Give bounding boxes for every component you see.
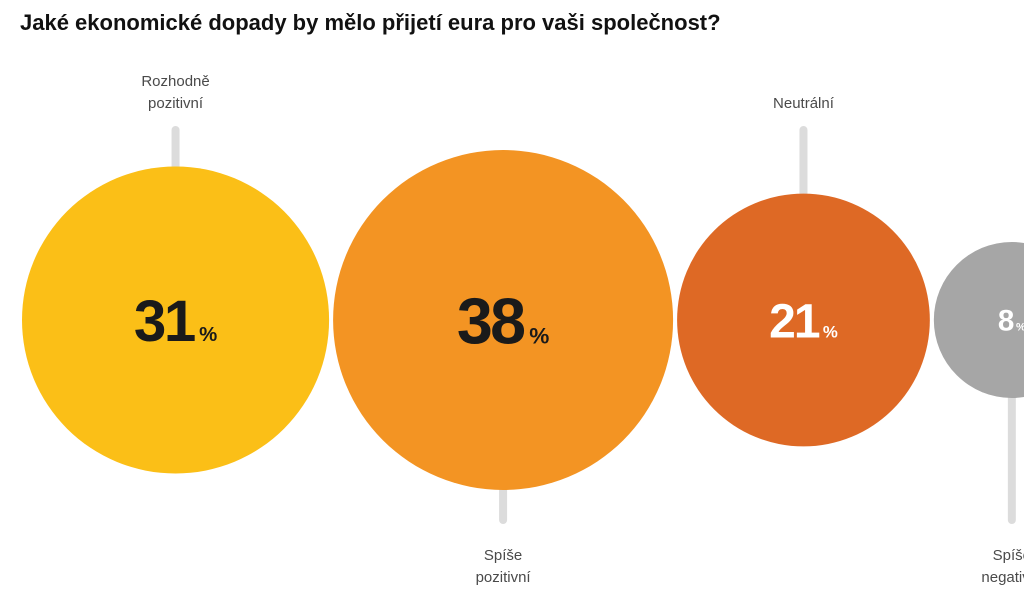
category-label-line: Spíše xyxy=(484,547,522,564)
category-label-3: Neutrální xyxy=(773,95,835,112)
bubble-1 xyxy=(22,166,330,474)
value-label-3: 21% xyxy=(769,295,838,348)
value-unit-1: % xyxy=(199,324,217,346)
value-unit-4: % xyxy=(1016,322,1024,334)
category-label-line: Neutrální xyxy=(773,95,835,112)
value-number-3: 21 xyxy=(769,295,820,348)
category-label-line: Spíše xyxy=(993,547,1024,564)
category-labels: Rozhodně pozitivní Spíše pozitivní Neutrální… xyxy=(141,73,1024,586)
bubbles: 31%38%21%8%2% xyxy=(22,150,1024,490)
value-unit-3: % xyxy=(823,322,838,341)
value-label-2: 38% xyxy=(457,285,549,357)
bubble-2 xyxy=(333,150,674,490)
value-number-2: 38 xyxy=(457,285,524,357)
category-label-2: Spíše pozitivní xyxy=(476,547,532,586)
bubble-3 xyxy=(677,193,930,447)
category-label-line: pozitivní xyxy=(148,95,204,112)
stems xyxy=(171,126,1016,524)
value-label-4: 8% xyxy=(998,305,1024,338)
category-label-4: Spíše negativní xyxy=(981,547,1024,586)
value-number-4: 8 xyxy=(998,305,1014,338)
category-label-line: Rozhodně xyxy=(141,73,209,90)
value-number-1: 31 xyxy=(134,289,195,354)
value-unit-2: % xyxy=(529,323,549,348)
bubble-4 xyxy=(933,242,1024,398)
value-label-1: 31% xyxy=(134,289,217,354)
category-label-line: negativní xyxy=(981,569,1024,586)
category-label-1: Rozhodně pozitivní xyxy=(141,73,209,112)
category-label-line: pozitivní xyxy=(476,569,532,586)
chart-title: Jaké ekonomické dopady by mělo přijetí e… xyxy=(20,10,721,35)
